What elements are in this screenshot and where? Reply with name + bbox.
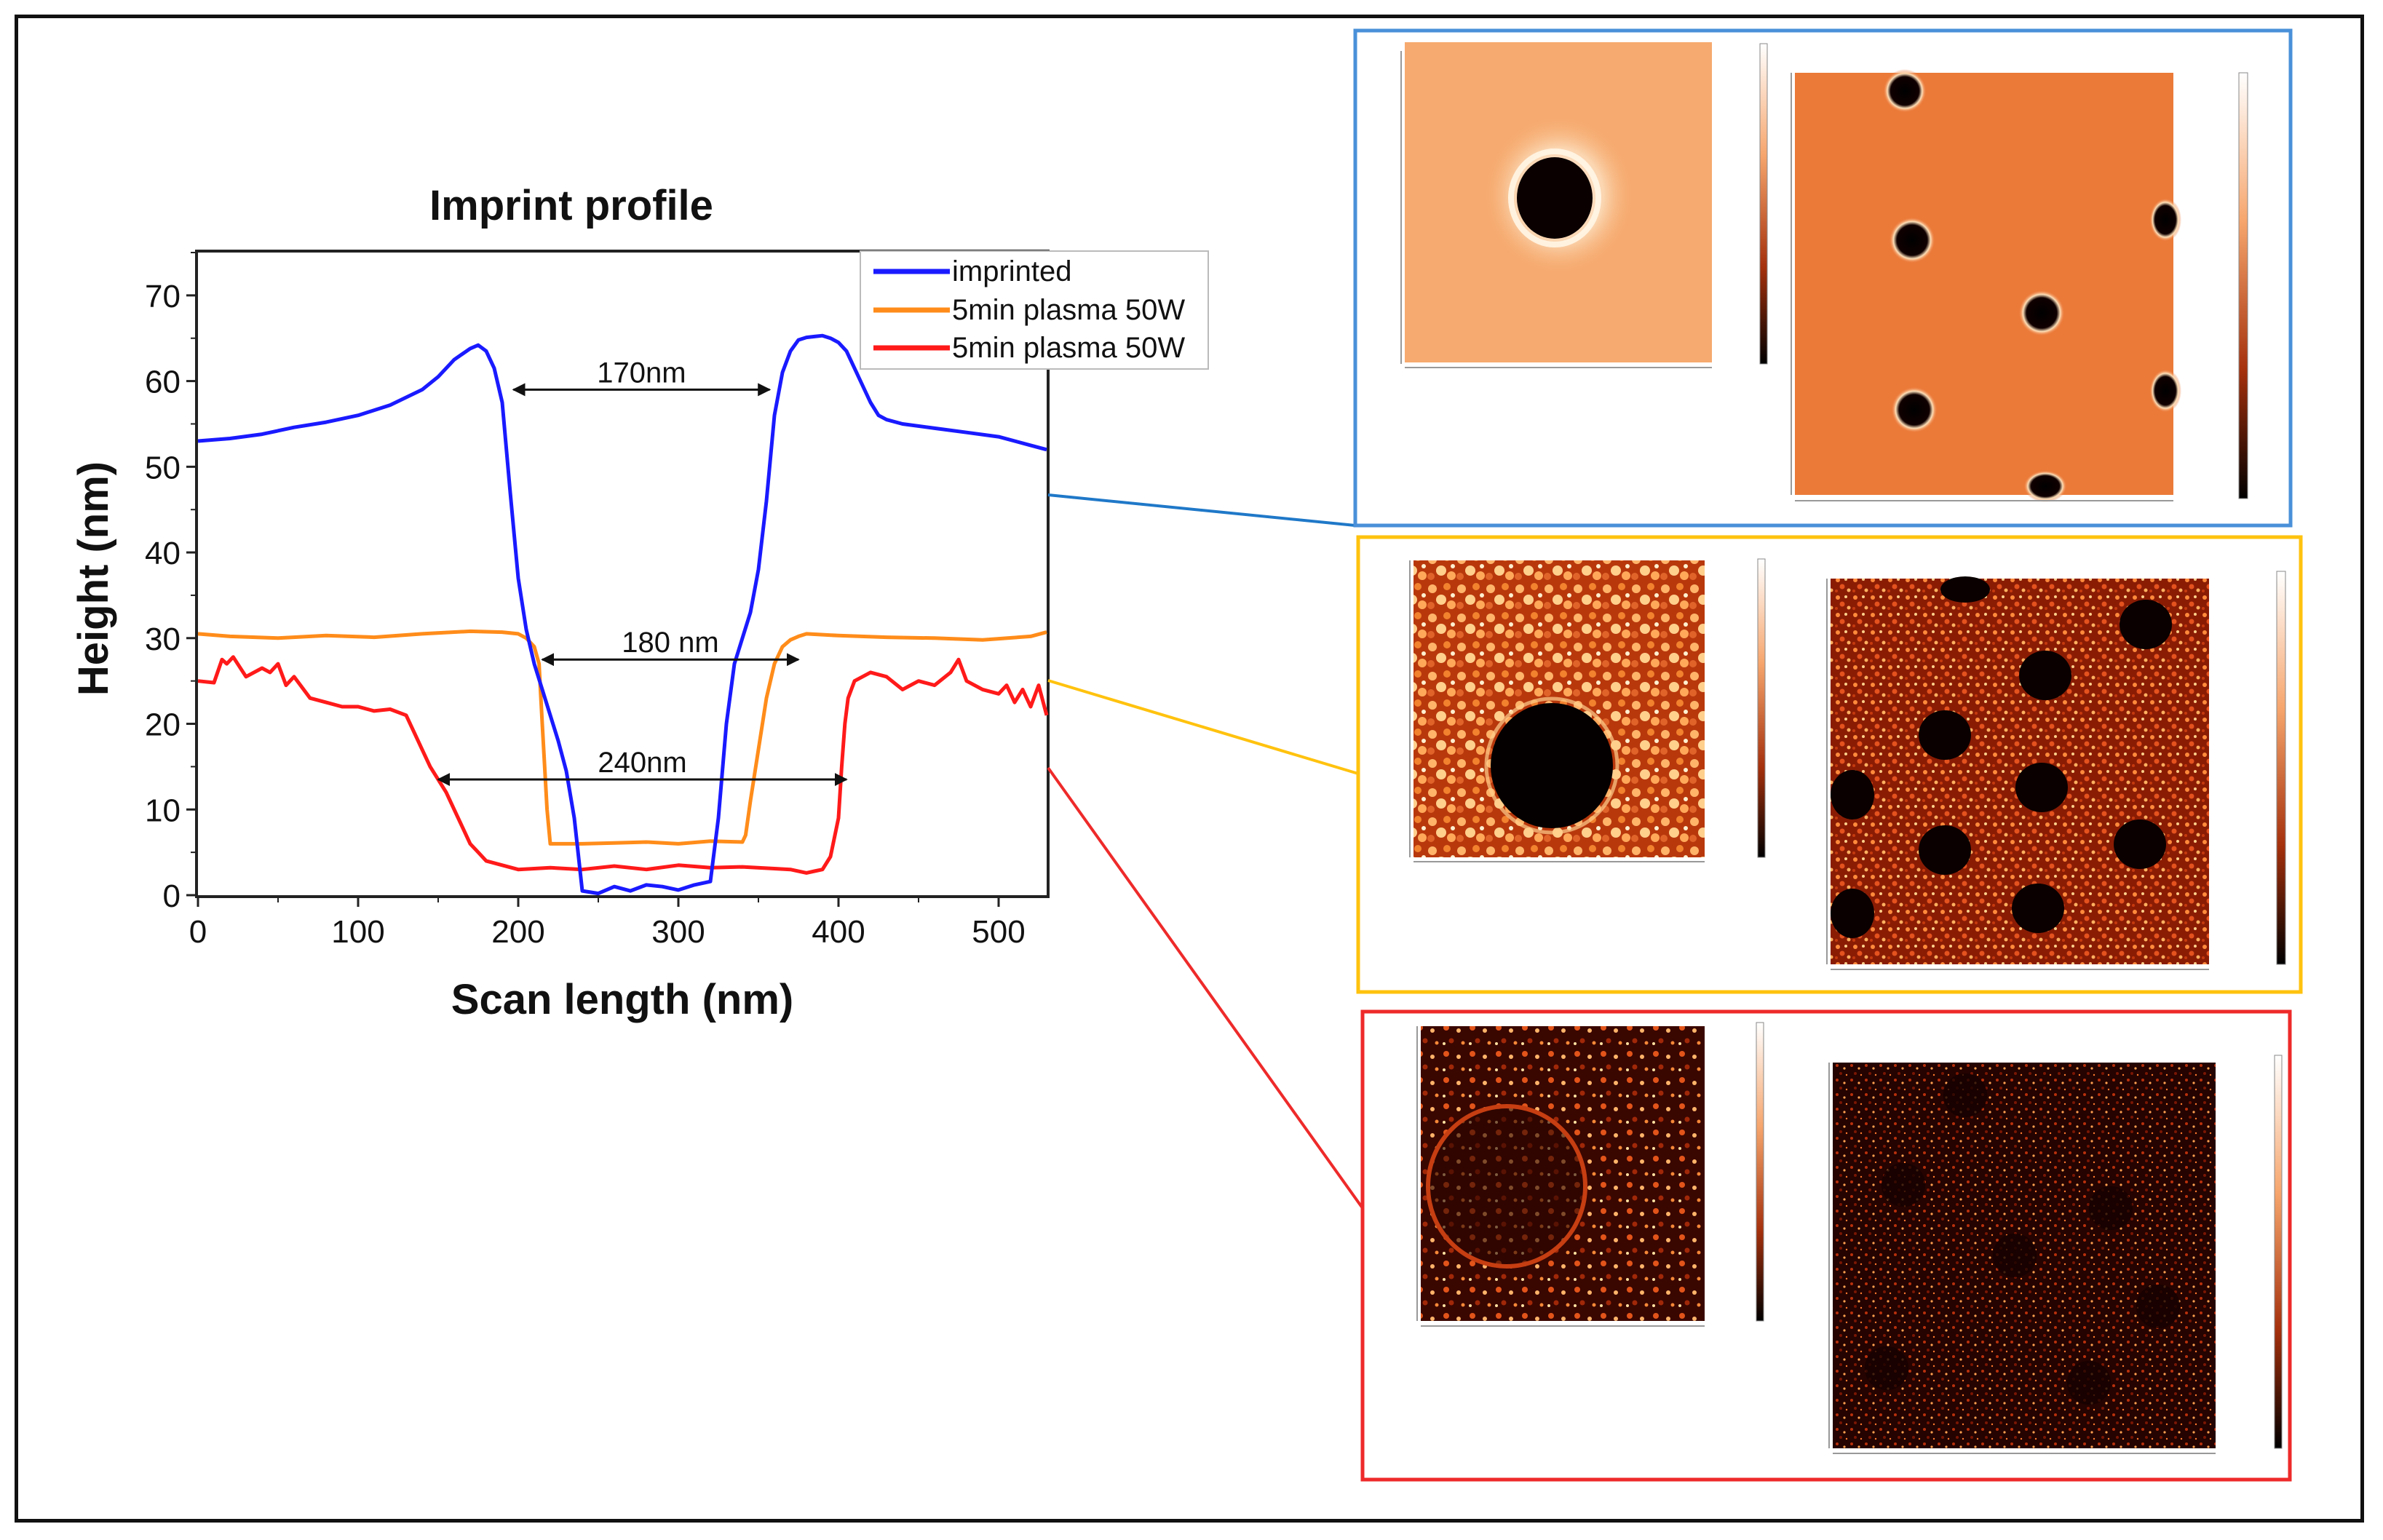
pit xyxy=(1993,1234,2037,1277)
pit xyxy=(2114,819,2166,869)
afm-panel-plasma-red xyxy=(1360,1009,2292,1482)
legend-label-imprinted: imprinted xyxy=(952,255,1072,287)
pit xyxy=(2136,1285,2180,1328)
series-line-0 xyxy=(197,333,1047,896)
afm-axis-decor-5 xyxy=(1416,1026,1705,1327)
y-tick-label: 70 xyxy=(145,279,181,314)
pit xyxy=(1940,576,1990,603)
y-axis-label: Height (nm) xyxy=(70,461,117,696)
pit xyxy=(1883,69,1927,113)
afm-colorbar-2 xyxy=(2238,72,2248,499)
pit xyxy=(1891,386,1938,433)
y-tick-label: 50 xyxy=(145,450,181,485)
dimension-label-1: 180 nm xyxy=(622,627,718,659)
afm-image-imprinted-single xyxy=(1405,42,1712,362)
legend-label-plasma-orange: 5min plasma 50W xyxy=(952,294,1185,326)
x-tick-label: 500 xyxy=(972,914,1025,950)
connector-blue xyxy=(1047,493,1356,527)
afm-image-plasma-orange-array xyxy=(1831,576,2209,964)
afm-axis-decor-2 xyxy=(1791,73,2173,501)
afm-colorbar-6 xyxy=(2274,1055,2283,1449)
y-tick-label: 30 xyxy=(145,622,181,657)
x-tick-label: 200 xyxy=(491,914,544,950)
pit xyxy=(2067,1361,2111,1405)
y-tick-label: 0 xyxy=(163,878,181,914)
x-ticks: 0 100 200 300 400 500 xyxy=(189,897,1026,950)
pit xyxy=(2149,198,2181,242)
pit xyxy=(2023,470,2067,502)
x-tick-label: 0 xyxy=(189,914,207,950)
pit xyxy=(2012,884,2064,933)
afm-image-plasma-red-array xyxy=(1833,1063,2216,1448)
x-tick-label: 400 xyxy=(812,914,865,950)
pit xyxy=(2018,290,2065,336)
y-tick-label: 60 xyxy=(145,365,181,400)
x-tick-label: 300 xyxy=(651,914,705,950)
pit xyxy=(2089,1186,2133,1230)
afm-colorbar-5 xyxy=(1756,1022,1764,1322)
afm-axis-decor-1 xyxy=(1400,51,1712,368)
series-line-1 xyxy=(197,629,1047,846)
legend-label-plasma-red: 5min plasma 50W xyxy=(952,332,1185,364)
pit xyxy=(1919,710,1971,760)
pit xyxy=(2149,369,2181,413)
pit xyxy=(2015,763,2068,812)
y-tick-label: 10 xyxy=(145,793,181,828)
x-tick-label: 100 xyxy=(331,914,384,950)
y-tick-label: 40 xyxy=(145,536,181,571)
dimension-label-2: 240nm xyxy=(598,747,686,779)
afm-panel-imprinted xyxy=(1353,28,2293,528)
plot-area xyxy=(195,250,1050,898)
afm-axis-decor-6 xyxy=(1828,1063,2216,1454)
afm-colorbar-4 xyxy=(2276,571,2286,965)
afm-colorbar-1 xyxy=(1759,43,1768,365)
chart-title: Imprint profile xyxy=(429,182,713,229)
legend: imprinted 5min plasma 50W 5min plasma 50… xyxy=(860,250,1209,370)
pit xyxy=(1831,770,1874,819)
connector-red xyxy=(1047,766,1364,1210)
afm-image-plasma-orange-single xyxy=(1413,560,1705,857)
pit xyxy=(1889,217,1935,263)
afm-axis-decor-4 xyxy=(1826,579,2209,970)
x-axis-label: Scan length (nm) xyxy=(451,976,793,1023)
connector-yellow xyxy=(1047,679,1359,775)
y-ticks: 0 10 20 30 40 50 60 70 xyxy=(145,252,197,914)
pit xyxy=(1831,889,1874,938)
annotation-layer: 170nm 180 nm 240nm xyxy=(437,357,848,787)
series-line-2 xyxy=(197,655,1049,875)
afm-panel-plasma-orange xyxy=(1356,535,2303,994)
pit xyxy=(1865,1346,1908,1390)
afm-colorbar-3 xyxy=(1757,558,1766,858)
pit xyxy=(1882,1163,1925,1207)
afm-axis-decor-3 xyxy=(1409,560,1705,862)
pit xyxy=(2019,651,2071,700)
series-layer xyxy=(197,333,1049,896)
dimension-label-0: 170nm xyxy=(597,357,686,389)
pit xyxy=(2120,600,2172,649)
afm-image-plasma-red-single xyxy=(1421,1026,1705,1321)
pit xyxy=(1919,825,1971,875)
pit xyxy=(1943,1073,1987,1117)
afm-image-imprinted-array xyxy=(1795,69,2181,502)
y-tick-label: 20 xyxy=(145,707,181,743)
